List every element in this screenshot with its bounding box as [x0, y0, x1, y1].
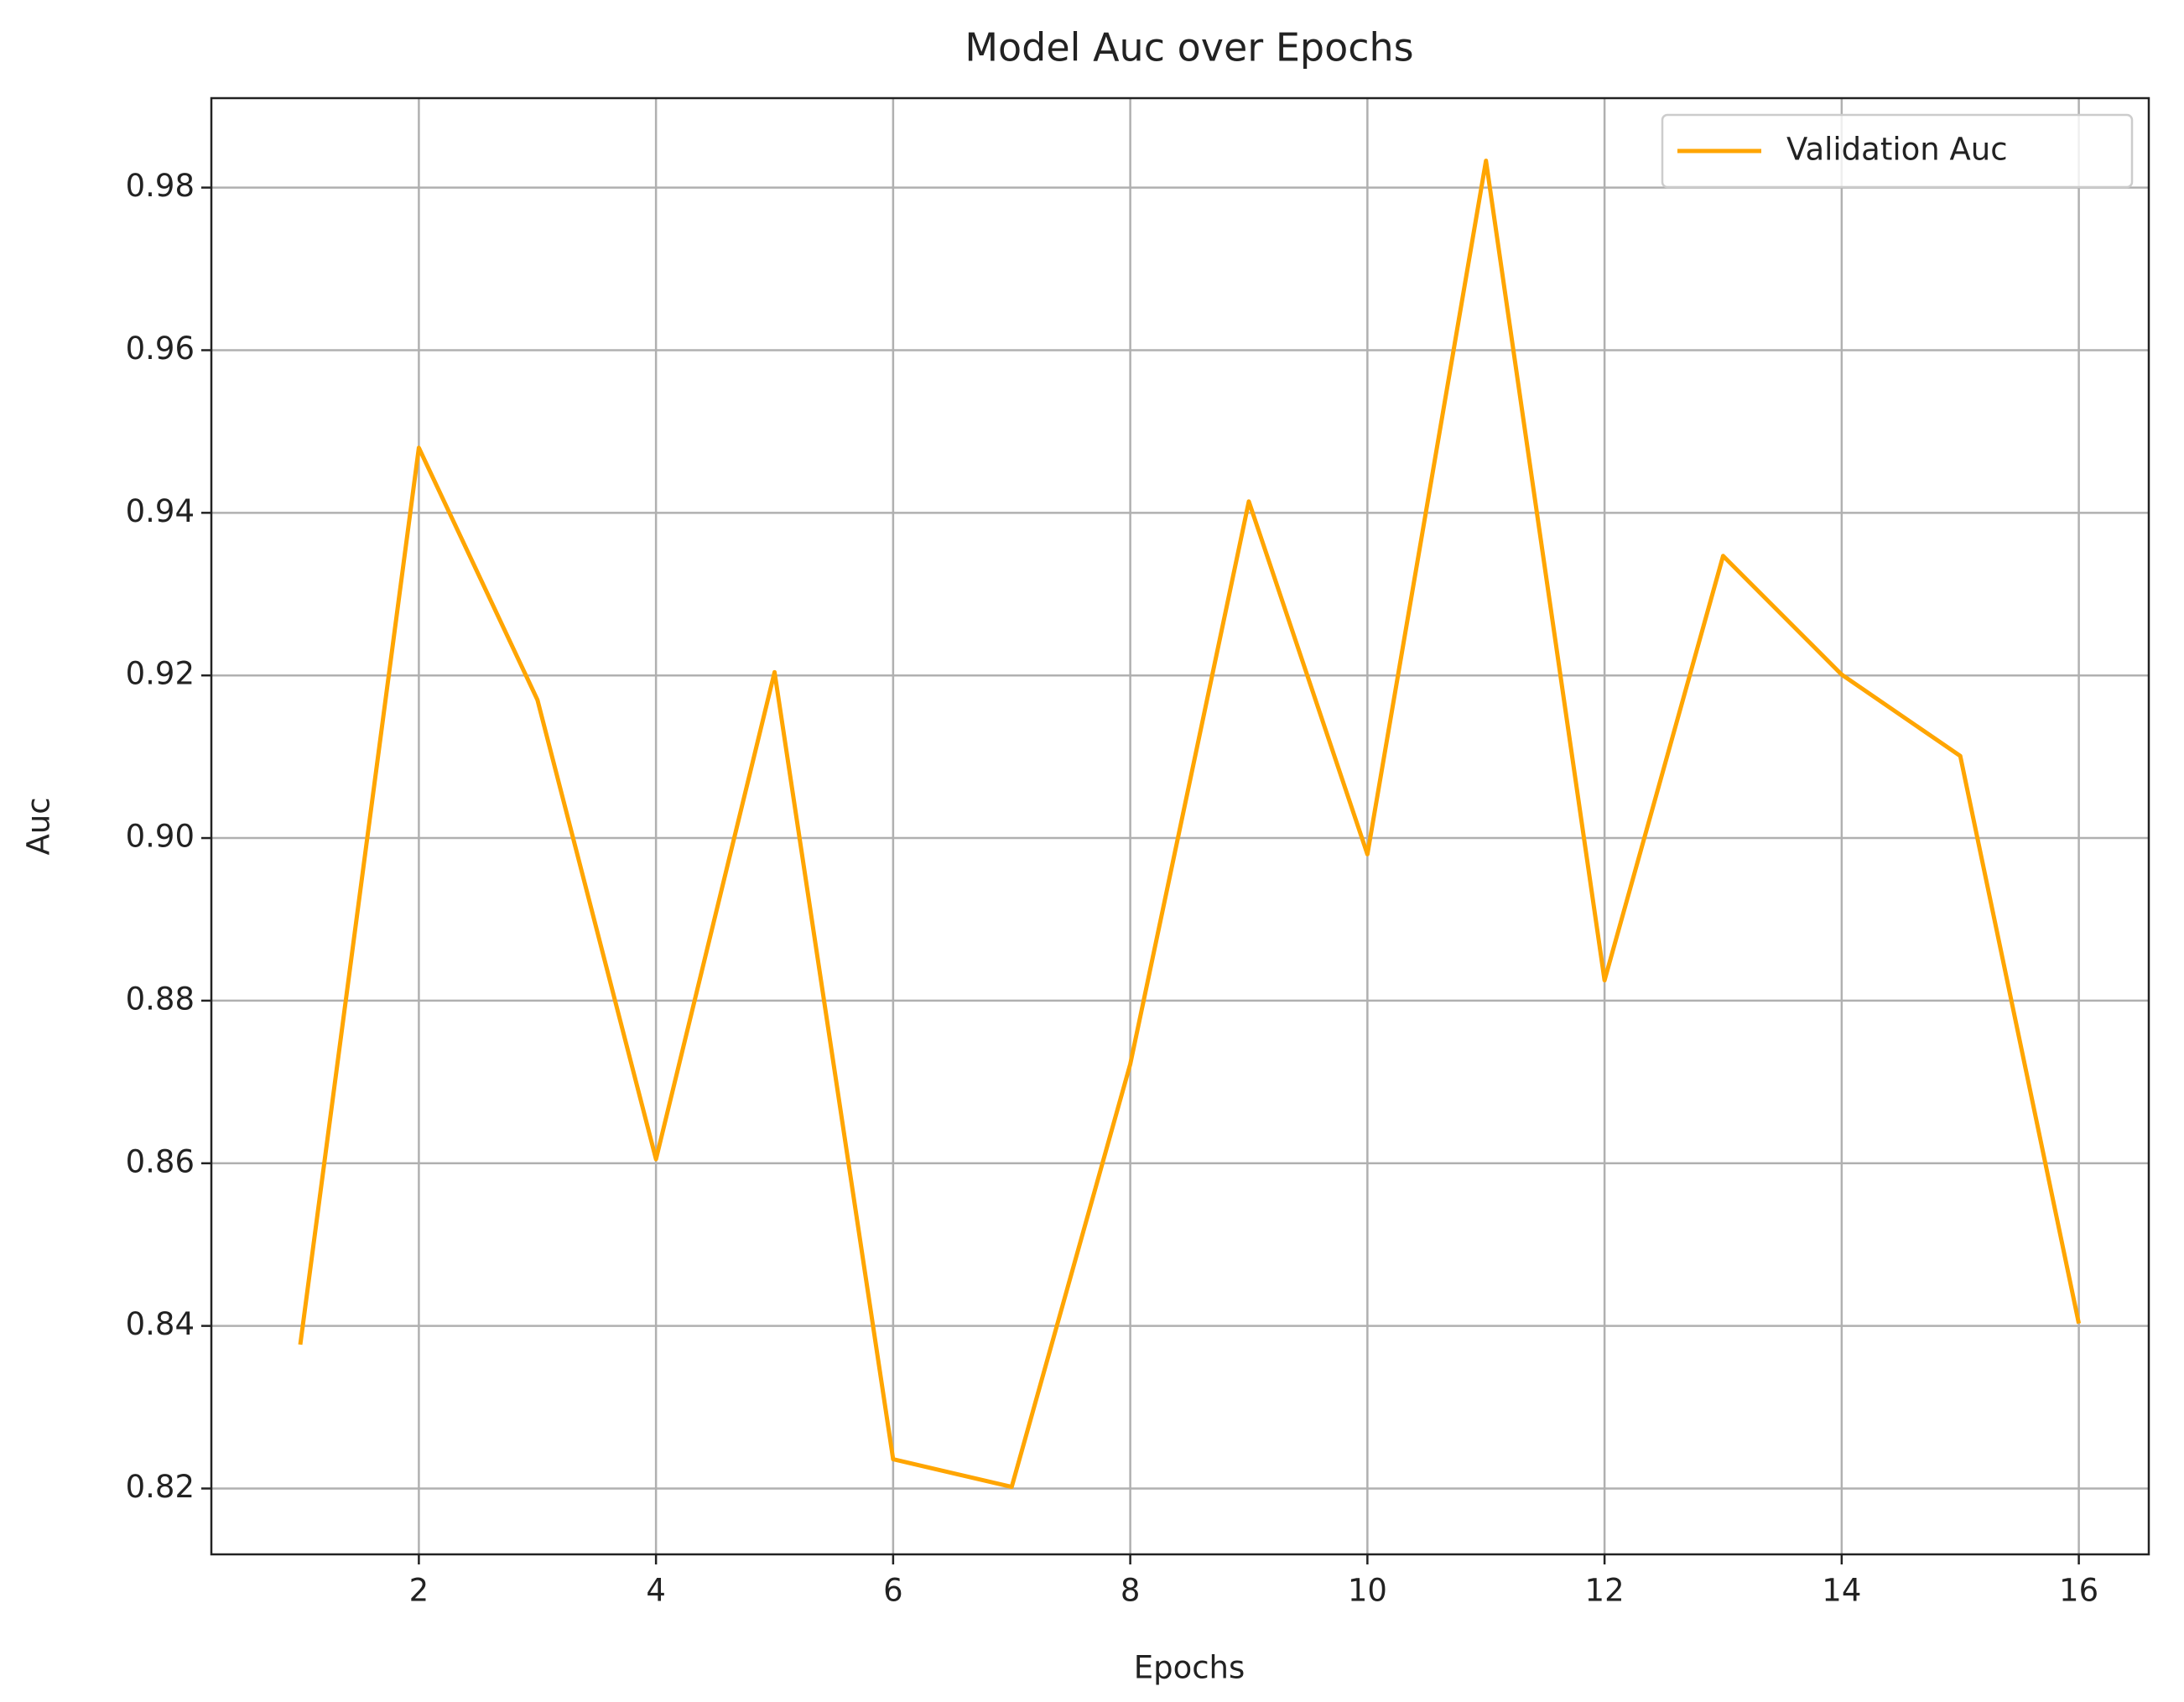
y-tick-label: 0.88 — [126, 981, 195, 1017]
legend-label: Validation Auc — [1786, 132, 2008, 168]
y-tick-label: 0.96 — [126, 331, 195, 367]
y-tick-label: 0.98 — [126, 168, 195, 204]
y-tick-label: 0.82 — [126, 1469, 195, 1505]
x-tick-label: 8 — [1121, 1573, 1141, 1609]
y-tick-label: 0.90 — [126, 819, 195, 855]
x-tick-label: 6 — [883, 1573, 903, 1609]
y-tick-label: 0.94 — [126, 493, 195, 529]
chart-title: Model Auc over Epochs — [965, 25, 1413, 70]
x-tick-label: 14 — [1822, 1573, 1861, 1609]
x-tick-label: 16 — [2059, 1573, 2098, 1609]
data-line — [298, 159, 2082, 1490]
legend: Validation Auc — [1661, 113, 2134, 189]
x-tick-label: 2 — [409, 1573, 429, 1609]
y-tick-label: 0.84 — [126, 1306, 195, 1342]
x-tick-label: 12 — [1585, 1573, 1625, 1609]
x-tick-label: 4 — [646, 1573, 666, 1609]
legend-box — [1661, 113, 2134, 189]
plot-frame — [210, 96, 2150, 1556]
x-tick-label: 10 — [1348, 1573, 1387, 1609]
x-axis-label: Epochs — [1134, 1650, 1245, 1686]
y-axis-label: Auc — [21, 797, 57, 855]
y-tick-label: 0.92 — [126, 656, 195, 692]
y-tick-label: 0.86 — [126, 1143, 195, 1179]
